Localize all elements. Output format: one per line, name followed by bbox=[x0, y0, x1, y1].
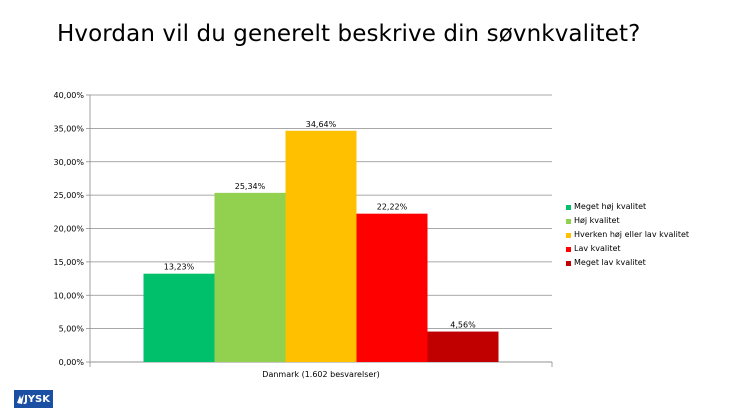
legend-swatch bbox=[566, 246, 571, 252]
legend-item: Meget høj kvalitet bbox=[566, 200, 689, 214]
legend-label: Lav kvalitet bbox=[574, 244, 621, 253]
chart-legend: Meget høj kvalitet Høj kvalitet Hverken hø… bbox=[566, 200, 689, 270]
y-tick-label: 40,00% bbox=[53, 91, 84, 100]
x-category-label: Danmark (1.602 besvarelser) bbox=[262, 370, 379, 379]
page-title: Hvordan vil du generelt beskrive din søv… bbox=[57, 21, 641, 47]
jysk-bird-icon bbox=[17, 394, 24, 404]
y-tick-label: 20,00% bbox=[53, 225, 84, 234]
bar-1 bbox=[143, 273, 215, 362]
legend-swatch bbox=[566, 204, 571, 210]
legend-label: Hverken høj eller lav kvalitet bbox=[574, 230, 690, 239]
data-label: 34,64% bbox=[306, 120, 337, 129]
legend-item: Høj kvalitet bbox=[566, 214, 689, 228]
y-tick-label: 5,00% bbox=[59, 325, 85, 334]
legend-item: Meget lav kvalitet bbox=[566, 256, 689, 270]
data-label: 13,23% bbox=[164, 263, 195, 272]
logo-text: JYSK bbox=[24, 393, 50, 405]
y-tick-label: 0,00% bbox=[59, 358, 85, 367]
legend-label: Høj kvalitet bbox=[574, 216, 620, 225]
legend-swatch bbox=[566, 260, 571, 266]
bar-2 bbox=[214, 192, 286, 362]
y-tick-label: 30,00% bbox=[53, 158, 84, 167]
legend-label: Meget høj kvalitet bbox=[574, 202, 647, 211]
legend-swatch bbox=[566, 218, 571, 224]
data-label: 25,34% bbox=[235, 182, 266, 191]
legend-label: Meget lav kvalitet bbox=[574, 258, 646, 267]
bar-3 bbox=[285, 130, 357, 362]
bar-5 bbox=[427, 331, 499, 362]
legend-item: Hverken høj eller lav kvalitet bbox=[566, 228, 689, 242]
y-tick-label: 35,00% bbox=[53, 124, 84, 133]
data-label: 4,56% bbox=[450, 321, 476, 330]
y-tick-label: 10,00% bbox=[53, 291, 84, 300]
legend-swatch bbox=[566, 232, 571, 238]
data-label: 22,22% bbox=[377, 203, 408, 212]
bar-4 bbox=[356, 213, 428, 362]
y-tick-label: 15,00% bbox=[53, 258, 84, 267]
jysk-logo: JYSK bbox=[14, 390, 53, 408]
legend-item: Lav kvalitet bbox=[566, 242, 689, 256]
y-tick-label: 25,00% bbox=[53, 191, 84, 200]
